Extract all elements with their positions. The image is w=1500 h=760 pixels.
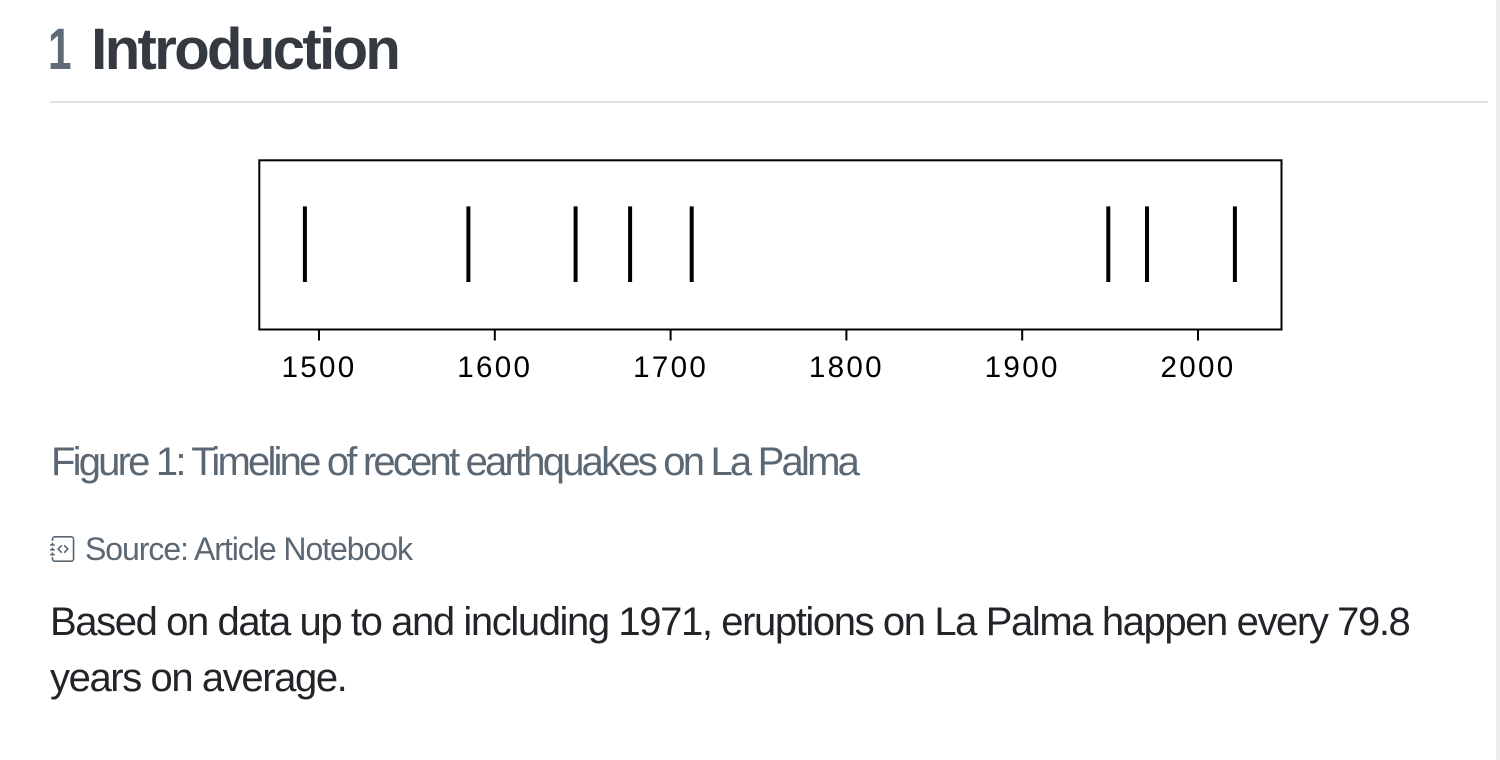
svg-text:1600: 1600	[457, 351, 532, 384]
svg-text:1900: 1900	[985, 351, 1060, 384]
svg-text:1700: 1700	[633, 351, 708, 384]
svg-text:2000: 2000	[1160, 351, 1235, 384]
svg-text:1800: 1800	[809, 351, 884, 384]
svg-text:1500: 1500	[281, 351, 356, 384]
